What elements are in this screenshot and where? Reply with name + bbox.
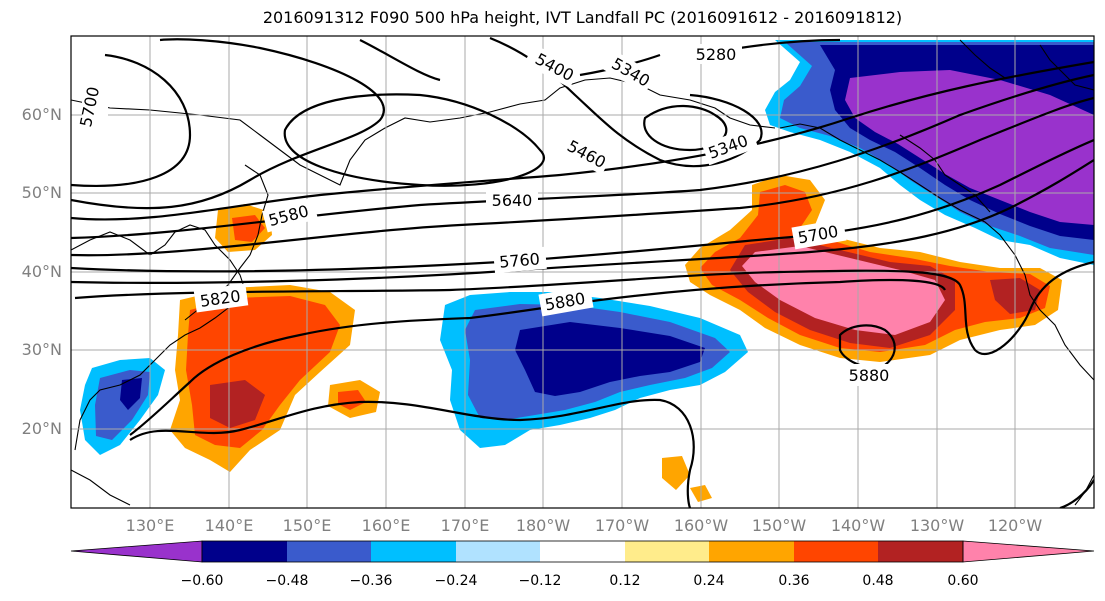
lon-label: 120°W bbox=[987, 516, 1043, 535]
contour-label-knockouts bbox=[82, 44, 895, 386]
colorbar-tick-label: −0.48 bbox=[265, 573, 309, 589]
colorbar-segment bbox=[540, 541, 625, 562]
map-frame bbox=[70, 35, 1095, 509]
lon-label: 150°W bbox=[751, 516, 807, 535]
colorbar-tick-label: −0.60 bbox=[180, 573, 224, 589]
lat-label: 50°N bbox=[21, 183, 62, 202]
colorbar-segment bbox=[794, 541, 878, 562]
lon-label: 170°W bbox=[594, 516, 650, 535]
colorbar-extend-min bbox=[70, 540, 203, 563]
colorbar bbox=[70, 540, 1095, 563]
colorbar-extend-max bbox=[962, 540, 1095, 563]
colorbar-tick-label: −0.12 bbox=[518, 573, 562, 589]
colorbar-segment bbox=[287, 541, 371, 562]
lat-label: 60°N bbox=[21, 105, 62, 124]
lon-label: 160°E bbox=[361, 516, 411, 535]
lat-label: 30°N bbox=[21, 340, 62, 359]
lon-label: 130°W bbox=[909, 516, 965, 535]
colorbar-tick-label: 0.12 bbox=[609, 573, 641, 589]
ivt-negative-shading-west bbox=[80, 358, 165, 455]
colorbar-segment bbox=[202, 541, 287, 562]
contour-label: 5640 bbox=[492, 191, 533, 210]
colorbar-segment bbox=[625, 541, 709, 562]
lon-label: 140°E bbox=[204, 516, 254, 535]
contour-label: 5280 bbox=[696, 45, 737, 64]
colorbar-tick-label: 0.24 bbox=[693, 573, 725, 589]
lon-label: 160°W bbox=[673, 516, 729, 535]
map-title: 2016091312 F090 500 hPa height, IVT Land… bbox=[262, 8, 903, 27]
colorbar-segment bbox=[709, 541, 794, 562]
contour-label: 5880 bbox=[849, 366, 890, 385]
lon-label: 180°W bbox=[515, 516, 571, 535]
lat-label: 20°N bbox=[21, 419, 62, 438]
ivt-negative-shading-central bbox=[440, 292, 748, 448]
lon-label: 140°W bbox=[830, 516, 886, 535]
colorbar-tick-label: 0.60 bbox=[947, 573, 979, 589]
colorbar-tick-label: −0.36 bbox=[349, 573, 393, 589]
lon-label: 170°E bbox=[440, 516, 490, 535]
colorbar-segment bbox=[371, 541, 456, 562]
contour-label: 5760 bbox=[498, 249, 540, 271]
colorbar-tick-label: 0.48 bbox=[862, 573, 894, 589]
height-contours bbox=[71, 36, 1094, 508]
colorbar-tick-label: 0.36 bbox=[778, 573, 810, 589]
colorbar-segment bbox=[456, 541, 540, 562]
lon-label: 130°E bbox=[125, 516, 175, 535]
colorbar-tick-label: −0.24 bbox=[434, 573, 478, 589]
colorbar-segment bbox=[878, 541, 963, 562]
lon-label: 150°E bbox=[282, 516, 332, 535]
lat-label: 40°N bbox=[21, 262, 62, 281]
